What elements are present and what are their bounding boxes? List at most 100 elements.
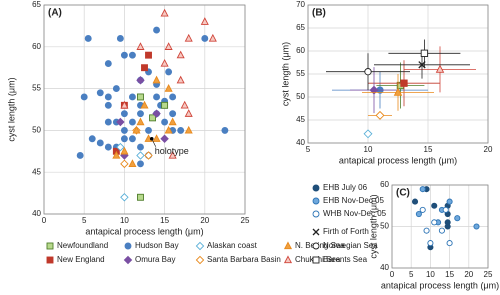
point bbox=[454, 215, 461, 222]
point bbox=[137, 93, 144, 101]
y-tick-label: 50 bbox=[32, 126, 41, 135]
point bbox=[176, 50, 185, 59]
x-tick-label: 15 bbox=[160, 216, 169, 225]
point bbox=[141, 64, 148, 72]
point bbox=[427, 240, 434, 247]
plot-frame bbox=[391, 184, 489, 269]
point bbox=[184, 33, 193, 42]
panel-label: (B) bbox=[312, 8, 326, 19]
point bbox=[152, 134, 161, 142]
point bbox=[80, 93, 88, 101]
point bbox=[364, 68, 372, 76]
point bbox=[88, 135, 96, 143]
point bbox=[176, 75, 185, 84]
x-tick-label: 20 bbox=[464, 270, 473, 279]
x-tick-label: 20 bbox=[484, 145, 493, 154]
point bbox=[168, 150, 177, 159]
point bbox=[104, 60, 112, 67]
point bbox=[411, 198, 419, 205]
point bbox=[120, 126, 128, 134]
legend-swatch bbox=[283, 255, 293, 264]
point bbox=[431, 202, 438, 209]
legend-swatch bbox=[123, 255, 133, 265]
x-tick-label: 10 bbox=[364, 145, 373, 154]
point bbox=[116, 34, 124, 42]
y-tick-label: 70 bbox=[296, 0, 305, 9]
y-tick-label: 60 bbox=[380, 180, 389, 189]
point bbox=[96, 89, 104, 97]
legend-swatch bbox=[46, 256, 54, 264]
legend-label: Newfoundland bbox=[57, 241, 108, 250]
annotation-leader bbox=[151, 138, 157, 147]
point bbox=[137, 193, 144, 201]
point bbox=[137, 110, 144, 118]
annotation: holotype bbox=[155, 146, 189, 156]
legend-swatch bbox=[195, 255, 205, 265]
point bbox=[169, 110, 177, 118]
x-tick-label: 10 bbox=[120, 216, 129, 225]
y-tick-label: 60 bbox=[296, 46, 305, 55]
point bbox=[363, 129, 373, 139]
y-tick-label: 55 bbox=[296, 69, 305, 78]
x-tick-label: 25 bbox=[241, 216, 250, 225]
point bbox=[446, 240, 453, 247]
y-axis-label: cyst length (μm) bbox=[280, 42, 290, 106]
point bbox=[128, 51, 136, 59]
point bbox=[438, 227, 445, 234]
point bbox=[160, 134, 169, 143]
point bbox=[164, 42, 173, 50]
point bbox=[184, 109, 193, 117]
point bbox=[393, 87, 403, 96]
point bbox=[473, 223, 480, 230]
point bbox=[419, 186, 426, 193]
point bbox=[208, 33, 217, 42]
point bbox=[164, 125, 173, 134]
point bbox=[96, 139, 104, 147]
point bbox=[120, 193, 129, 202]
point bbox=[165, 68, 173, 76]
point bbox=[201, 34, 209, 42]
x-axis-label: antapical process length (μm) bbox=[339, 155, 457, 165]
panel-label: (C) bbox=[396, 188, 410, 199]
legend-swatch bbox=[312, 197, 320, 205]
point bbox=[76, 152, 84, 159]
y-tick-label: 40 bbox=[296, 138, 305, 147]
point bbox=[400, 79, 408, 87]
x-tick-label: 15 bbox=[445, 270, 454, 279]
plot-frame bbox=[307, 4, 489, 144]
legend-label: Omura Bay bbox=[135, 255, 175, 264]
legend-label: New England bbox=[57, 255, 105, 264]
point bbox=[375, 110, 385, 120]
legend-swatch bbox=[312, 256, 320, 264]
point bbox=[200, 17, 209, 25]
point bbox=[435, 64, 445, 73]
point bbox=[419, 206, 426, 213]
x-tick-label: 15 bbox=[424, 145, 433, 154]
legend-label: Barents Sea bbox=[323, 255, 368, 264]
x-tick-label: 10 bbox=[426, 270, 435, 279]
legend-label: N. Bering Sea bbox=[295, 241, 345, 250]
point bbox=[136, 117, 145, 126]
x-tick-label: 0 bbox=[390, 270, 395, 279]
point bbox=[84, 34, 92, 42]
point bbox=[104, 101, 112, 109]
x-tick-label: 5 bbox=[306, 145, 311, 154]
legend-swatch bbox=[312, 184, 320, 192]
point bbox=[145, 51, 152, 59]
plot-frame bbox=[43, 4, 246, 215]
point bbox=[177, 126, 185, 134]
point bbox=[136, 151, 145, 160]
y-tick-label: 40 bbox=[32, 209, 41, 218]
legend-label: Firth of Forth bbox=[323, 227, 369, 236]
point bbox=[112, 150, 121, 159]
point bbox=[420, 49, 429, 57]
point bbox=[104, 143, 112, 151]
point bbox=[120, 51, 128, 59]
point bbox=[444, 223, 451, 230]
point bbox=[104, 118, 112, 126]
point bbox=[128, 93, 136, 101]
legend-label: WHB Nov-Dec 05 bbox=[323, 209, 387, 218]
point bbox=[104, 93, 112, 101]
point bbox=[116, 117, 125, 127]
point bbox=[149, 114, 156, 122]
